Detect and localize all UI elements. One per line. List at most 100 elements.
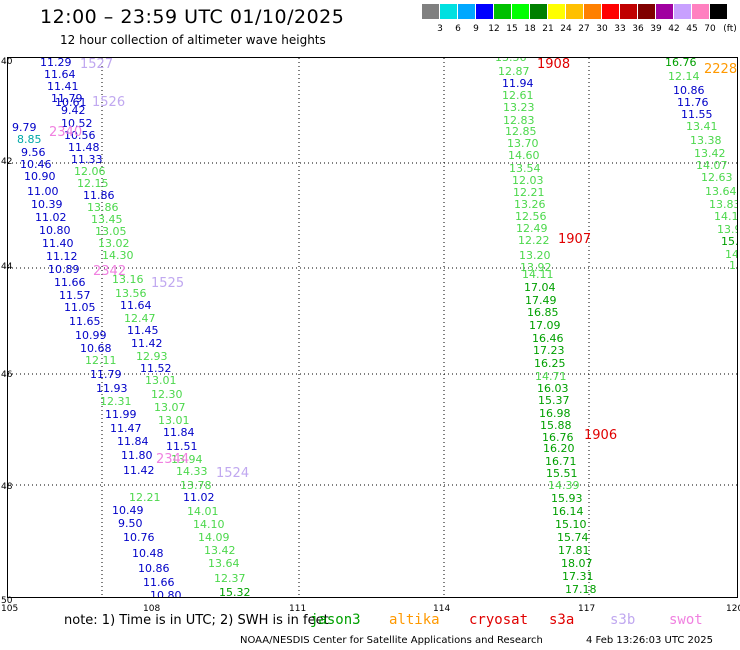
color-scale-label: 24 <box>560 24 572 34</box>
color-swatch <box>710 4 727 19</box>
longitude-label: 111 <box>289 604 307 614</box>
wave-height-value: 11.57 <box>59 289 91 302</box>
wave-height-value: 17.23 <box>533 344 565 357</box>
wave-height-value: 14.01 <box>187 505 219 518</box>
wave-height-value: 9.42 <box>61 104 86 117</box>
color-scale-label: 3 <box>437 24 443 34</box>
wave-height-value: 11.45 <box>127 324 159 337</box>
wave-height-value: 11.05 <box>64 301 96 314</box>
wave-height-value: 11.66 <box>54 276 86 289</box>
color-scale-label: 70 <box>704 24 716 34</box>
wave-height-value: 11.64 <box>120 299 152 312</box>
wave-height-value: 16.71 <box>545 455 577 468</box>
wave-height-value: 11.79 <box>51 92 83 105</box>
wave-height-value: 11.55 <box>681 108 713 121</box>
wave-height-value: 16.25 <box>534 357 566 370</box>
wave-height-value: 10.80 <box>39 224 71 237</box>
wave-height-value: 14.71 <box>535 370 567 383</box>
color-scale-label: 18 <box>524 24 536 34</box>
page-subtitle: 12 hour collection of altimeter wave hei… <box>60 33 326 47</box>
color-swatch <box>476 4 493 19</box>
pass-time-label: 1907 <box>558 232 591 247</box>
wave-height-value: 12.15 <box>77 177 109 190</box>
wave-height-value: 11.80 <box>121 449 153 462</box>
wave-height-value: 9.50 <box>118 517 143 530</box>
wave-height-value: 13.78 <box>180 479 212 492</box>
latitude-label: 50 <box>1 596 13 606</box>
wave-height-value: 10.80 <box>150 589 182 597</box>
wave-height-value: 12.30 <box>151 388 183 401</box>
wave-height-value: 13.64 <box>705 185 737 198</box>
color-swatch <box>620 4 637 19</box>
wave-height-value: 11.66 <box>143 576 175 589</box>
wave-height-value: 10.49 <box>112 504 144 517</box>
wave-height-value: 13.64 <box>208 557 240 570</box>
wave-height-value: 17.81 <box>558 544 590 557</box>
wave-height-value: 10.86 <box>138 562 170 575</box>
wave-height-value: 12.87 <box>498 65 530 78</box>
wave-height-value: 11.40 <box>42 237 74 250</box>
wave-height-value: 16.14 <box>552 505 584 518</box>
latitude-label: 46 <box>1 370 13 380</box>
wave-height-value: 13.70 <box>507 137 539 150</box>
wave-height-value: 14.17 <box>714 210 737 223</box>
satellite-s3a: s3a <box>549 612 575 628</box>
wave-height-value: 10.76 <box>123 531 155 544</box>
satellite-swot: swot <box>669 612 703 628</box>
longitude-label: 114 <box>433 604 451 614</box>
satellite-jason3: jason3 <box>310 612 361 628</box>
wave-height-value: 10.61 <box>55 96 87 109</box>
wave-height-value: 11.29 <box>40 58 72 69</box>
wave-height-value: 10.90 <box>24 170 56 183</box>
longitude-label: 120 <box>726 604 740 614</box>
footnote: note: 1) Time is in UTC; 2) SWH is in fe… <box>64 613 329 628</box>
wave-height-value: 15.51 <box>546 467 578 480</box>
color-swatch <box>656 4 673 19</box>
wave-height-value: 11.12 <box>46 250 78 263</box>
wave-height-value: 13.05 <box>95 225 127 238</box>
color-scale-label: 9 <box>473 24 479 34</box>
wave-height-value: 15.93 <box>551 492 583 505</box>
wave-height-value: 11.64 <box>44 68 76 81</box>
wave-height-value: 11.47 <box>110 422 142 435</box>
unit-label: (ft) <box>723 24 737 34</box>
wave-height-value: 10.56 <box>64 129 96 142</box>
wave-height-value: 15.74 <box>557 531 589 544</box>
wave-height-value: 10.46 <box>20 158 52 171</box>
wave-height-value: 12.21 <box>129 491 161 504</box>
longitude-label: 105 <box>1 604 19 614</box>
wave-height-value: 14.11 <box>522 268 554 281</box>
wave-height-value: 12.47 <box>124 312 156 325</box>
wave-height-value: 11.48 <box>68 141 100 154</box>
wave-height-value: 13.94 <box>171 453 203 466</box>
color-scale-label: 15 <box>506 24 518 34</box>
color-swatch <box>548 4 565 19</box>
wave-height-value: 13.92 <box>520 261 552 274</box>
wave-height-value: 13.56 <box>115 287 147 300</box>
wave-height-value: 16.20 <box>543 442 575 455</box>
color-swatch <box>584 4 601 19</box>
wave-height-value: 11.86 <box>83 189 115 202</box>
wave-height-value: 14.07 <box>696 159 728 172</box>
wave-height-value: 10.89 <box>48 263 80 276</box>
latitude-label: 40 <box>1 57 13 67</box>
wave-height-value: 15.37 <box>538 394 570 407</box>
wave-height-value: 13.20 <box>519 249 551 262</box>
color-swatch <box>602 4 619 19</box>
longitude-label: 108 <box>143 604 161 614</box>
latitude-label: 44 <box>1 262 13 272</box>
wave-height-value: 14.09 <box>198 531 230 544</box>
wave-height-value: 10.48 <box>132 547 164 560</box>
wave-height-value: 11.52 <box>140 362 172 375</box>
wave-height-value: 12.49 <box>516 222 548 235</box>
map-frame: 11.29 11.64 11.41 11.79 10.61 9.42 10.52 10.56 1… <box>7 51 740 602</box>
wave-height-value: 14. <box>725 248 737 261</box>
wave-height-value: 13.54 <box>509 162 541 175</box>
color-swatch <box>674 4 691 19</box>
wave-height-value: 9.79 <box>12 121 37 134</box>
wave-height-value: 11.65 <box>69 315 101 328</box>
wave-height-value: 13.56 <box>495 58 527 64</box>
wave-height-value: 11.42 <box>131 337 163 350</box>
wave-height-value: 13.07 <box>154 401 186 414</box>
credit-line: NOAA/NESDIS Center for Satellite Applica… <box>240 635 543 646</box>
